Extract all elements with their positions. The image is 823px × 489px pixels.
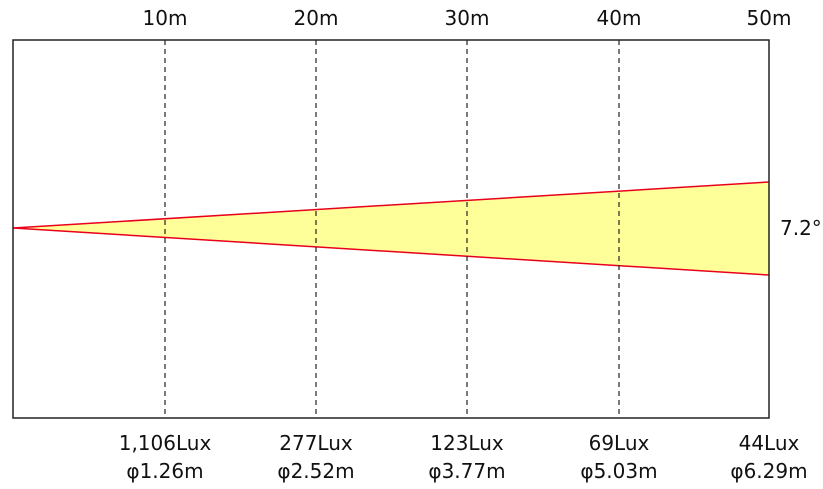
lux-label: 1,106Lux	[119, 431, 212, 455]
diagram-frame	[12, 39, 770, 419]
lux-label: 69Lux	[589, 431, 650, 455]
diameter-label: φ6.29m	[730, 459, 807, 483]
beam-edge-bottom	[12, 227, 770, 276]
distance-label: 10m	[143, 6, 188, 30]
diameter-label: φ5.03m	[580, 459, 657, 483]
diameter-label: φ2.52m	[277, 459, 354, 483]
lux-label: 277Lux	[279, 431, 353, 455]
beam-cone	[13, 182, 769, 275]
distance-label: 40m	[597, 6, 642, 30]
beam-edge-top	[12, 181, 770, 229]
diameter-label: φ3.77m	[428, 459, 505, 483]
distance-guides	[164, 40, 620, 418]
lux-label: 123Lux	[430, 431, 504, 455]
lux-label: 44Lux	[739, 431, 800, 455]
beam-angle-label: 7.2°	[780, 216, 822, 240]
diameter-label: φ1.26m	[126, 459, 203, 483]
distance-label: 50m	[747, 6, 792, 30]
distance-label: 30m	[445, 6, 490, 30]
distance-label: 20m	[294, 6, 339, 30]
